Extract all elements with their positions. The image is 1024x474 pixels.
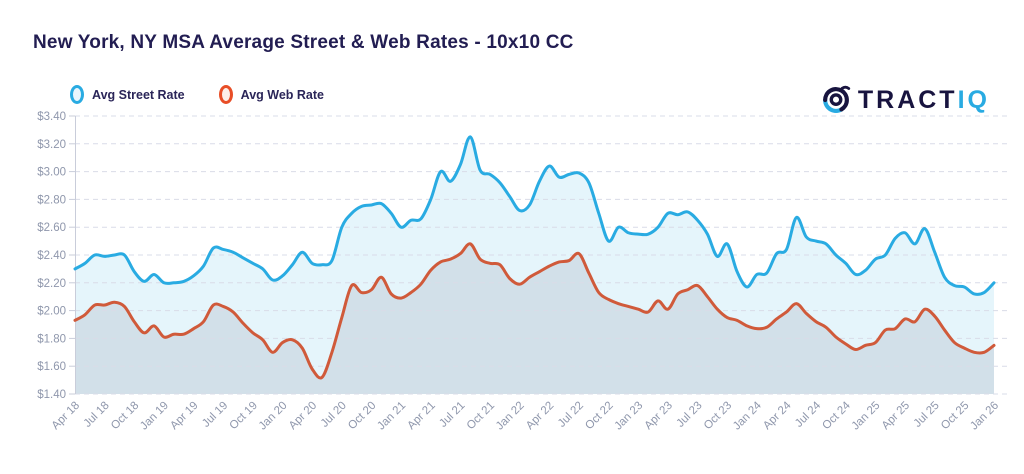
street-line[interactable] (73, 135, 996, 296)
x-tick-label: Jul 22 (556, 400, 586, 430)
y-tick-label: $1.60 (37, 361, 66, 373)
x-tick-label: Oct 25 (939, 400, 971, 432)
x-tick-label: Jan 21 (375, 400, 408, 433)
street-legend-marker-icon (70, 85, 84, 104)
x-tick-label: Jul 25 (912, 400, 942, 430)
x-tick-label: Apr 22 (524, 400, 556, 432)
x-tick-label: Jul 18 (82, 400, 112, 430)
x-tick-label: Apr 18 (50, 400, 82, 432)
x-tick-label: Apr 19 (168, 400, 200, 432)
x-tick-label: Apr 21 (405, 400, 437, 432)
x-tick-label: Jul 19 (200, 400, 230, 430)
y-tick-label: $3.40 (37, 111, 66, 123)
legend: Avg Street Rate Avg Web Rate (70, 85, 324, 104)
y-tick-label: $3.20 (37, 139, 66, 151)
x-tick-label: Apr 24 (761, 399, 794, 432)
x-tick-label: Apr 25 (880, 400, 912, 432)
web-legend-marker-icon (218, 85, 233, 104)
y-tick-label: $3.00 (37, 167, 66, 179)
legend-item-street[interactable]: Avg Street Rate (70, 85, 185, 104)
y-tick-label: $1.80 (37, 333, 66, 345)
x-tick-label: Jan 24 (731, 399, 764, 432)
y-tick-label: $2.00 (37, 306, 66, 318)
x-tick-label: Oct 24 (820, 399, 853, 432)
x-tick-label: Jan 26 (968, 400, 1001, 433)
y-tick-label: $2.20 (37, 278, 66, 290)
x-tick-label: Jan 20 (257, 400, 290, 433)
tractiq-logo-text: TRACTIQ (857, 85, 990, 114)
brand-dark: TRACT (857, 85, 958, 114)
x-tick-label: Oct 23 (702, 400, 734, 432)
x-tick-label: Oct 22 (583, 400, 615, 432)
x-tick-label: Jan 19 (138, 400, 171, 433)
tractiq-logo-icon (822, 85, 851, 113)
x-tick-label: Oct 20 (346, 400, 378, 432)
chart-title: New York, NY MSA Average Street & Web Ra… (33, 32, 574, 53)
x-tick-label: Oct 18 (109, 400, 141, 432)
x-tick-label: Jul 23 (674, 400, 704, 430)
street-legend-label: Avg Street Rate (92, 87, 185, 102)
y-tick-label: $1.40 (37, 389, 66, 401)
x-tick-label: Apr 23 (643, 400, 675, 432)
x-tick-label: Jul 21 (437, 400, 467, 430)
x-tick-label: Jul 24 (793, 399, 824, 430)
legend-item-web[interactable]: Avg Web Rate (218, 85, 324, 104)
y-tick-label: $2.80 (37, 194, 66, 206)
x-tick-label: Jan 23 (612, 400, 645, 433)
x-tick-label: Jul 20 (319, 400, 349, 430)
web-legend-label: Avg Web Rate (240, 87, 324, 102)
x-tick-label: Apr 20 (287, 400, 319, 432)
x-tick-label: Jan 22 (494, 400, 527, 433)
tractiq-logo: TRACTIQ (819, 83, 990, 117)
x-tick-label: Oct 19 (228, 400, 260, 432)
y-tick-label: $2.60 (37, 222, 66, 234)
y-tick-label: $2.40 (37, 250, 66, 262)
brand-accent: IQ (957, 85, 990, 114)
web-line[interactable] (73, 242, 996, 380)
x-tick-label: Oct 21 (465, 400, 497, 432)
x-tick-label: Jan 25 (850, 400, 883, 433)
